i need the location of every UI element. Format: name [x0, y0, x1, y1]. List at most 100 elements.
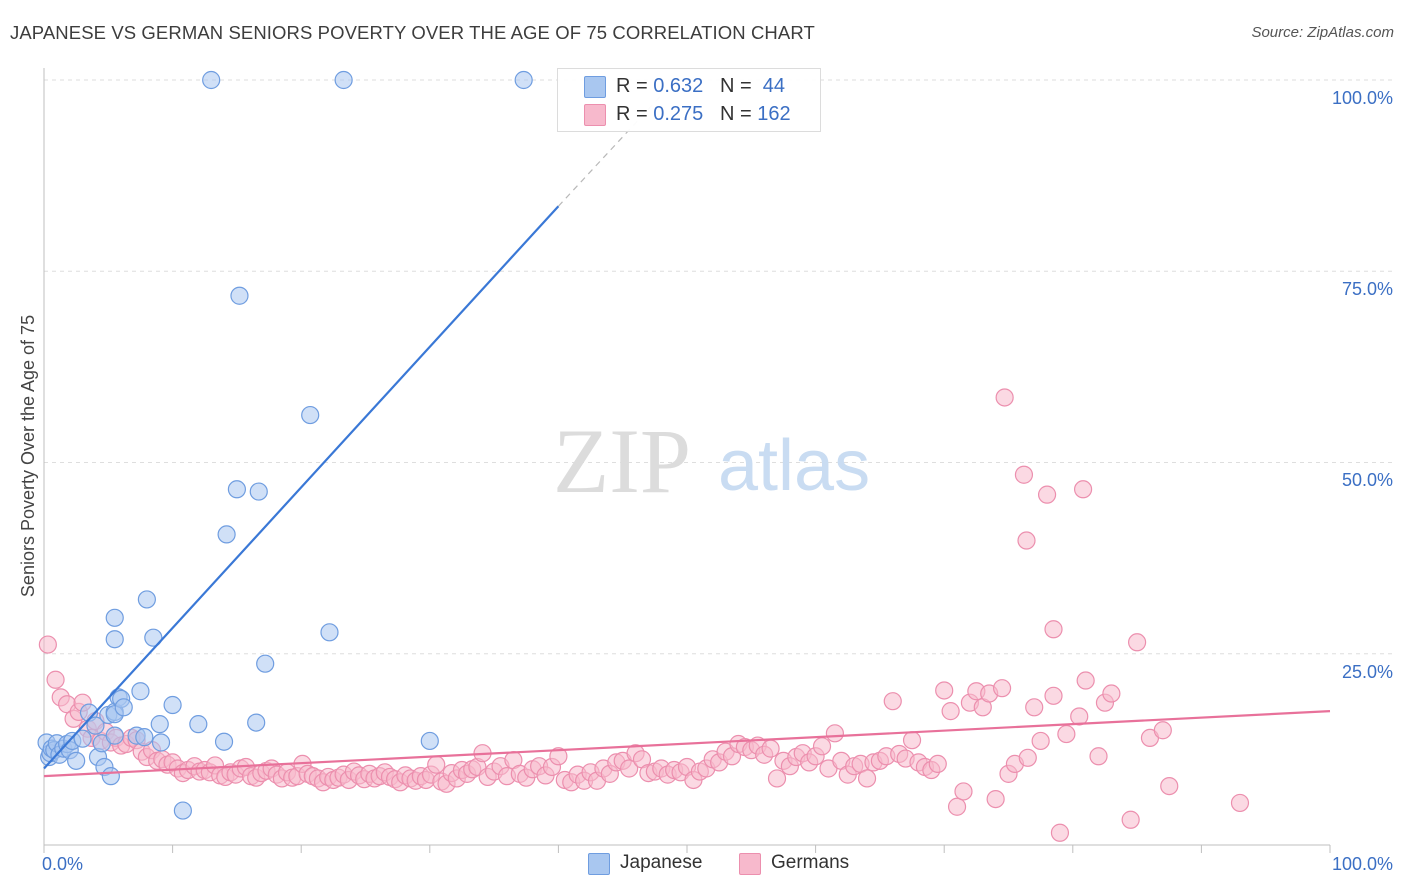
germans-point-182 [1160, 776, 1179, 796]
legend-r-label: R = [616, 75, 654, 97]
germans-point-158 [947, 797, 967, 816]
germans-point-186 [1014, 465, 1034, 484]
germans-point-168 [1018, 748, 1037, 767]
japanese-point-48 [334, 70, 353, 90]
germans-point-175 [1076, 671, 1095, 690]
watermark-atlas: atlas [718, 426, 870, 506]
x-tick-label-0: 0.0% [42, 854, 83, 874]
legend-n-value-japanese: 44 [762, 75, 786, 97]
germans-point-157 [941, 702, 960, 721]
germans-point-185 [995, 388, 1014, 407]
germans-point-184 [1230, 793, 1250, 813]
japanese-point-11 [67, 751, 86, 770]
germans-point-137 [812, 737, 832, 756]
legend-n-label: N = [719, 103, 758, 125]
japanese-point-33 [150, 715, 169, 734]
y-tick-label-25: 25.0% [1342, 662, 1393, 682]
germans-point-172 [1050, 823, 1070, 842]
germans-point-176 [1089, 747, 1108, 766]
legend-n-label: N = [719, 75, 758, 97]
germans-point-179 [1121, 810, 1140, 829]
germans-point-171 [1044, 686, 1063, 705]
japanese-point-45 [256, 654, 275, 673]
legend-n-value-germans: 162 [757, 103, 791, 125]
y-tick-label-50: 50.0% [1342, 470, 1393, 490]
watermark-zip: ZIP [553, 410, 691, 512]
japanese-point-47 [320, 623, 339, 642]
japanese-point-44 [249, 482, 268, 501]
legend-r-label: R = [616, 103, 654, 125]
germans-point-0 [38, 635, 57, 654]
series-legend-label-germans: Germans [771, 852, 850, 873]
germans-point-170 [1031, 731, 1050, 751]
germans-point-169 [1025, 698, 1044, 717]
japanese-point-37 [189, 715, 208, 734]
japanese-point-46 [301, 405, 320, 425]
japanese-point-24 [105, 630, 124, 649]
germans-point-183 [1153, 721, 1172, 740]
germans-point-107 [620, 759, 639, 778]
germans-point-155 [928, 754, 947, 774]
series-swatch-japanese [588, 853, 610, 875]
germans-point-173 [1057, 724, 1076, 744]
japanese-point-14 [86, 716, 105, 735]
legend-r-value-japanese: 0.632 [653, 75, 704, 97]
japanese-point-35 [163, 695, 182, 715]
japanese-point-38 [202, 70, 221, 90]
japanese-point-39 [214, 732, 234, 751]
japanese-point-31 [137, 590, 156, 609]
germans-point-190 [1073, 480, 1093, 499]
germans-point-130 [767, 769, 787, 788]
germans-point-164 [986, 789, 1005, 809]
x-tick-label-100: 100.0% [1332, 854, 1393, 874]
germans-point-139 [825, 724, 844, 743]
germans-point-174 [1070, 707, 1089, 726]
germans-point-148 [883, 692, 902, 711]
japanese-point-50 [514, 70, 533, 90]
japanese-point-30 [135, 728, 154, 747]
japanese-point-20 [105, 608, 124, 627]
germans-point-180 [1127, 633, 1147, 652]
germans-point-129 [761, 739, 780, 758]
germans-point-144 [857, 769, 877, 788]
japanese-point-41 [227, 480, 246, 499]
japanese-point-22 [105, 726, 124, 745]
germans-point-189 [1044, 620, 1063, 639]
y-tick-label-75: 75.0% [1342, 279, 1393, 299]
germans-point-96 [549, 747, 568, 766]
germans-point-156 [935, 681, 954, 700]
japanese-point-40 [217, 525, 236, 544]
germans-point-188 [1037, 485, 1057, 504]
japanese-point-12 [73, 729, 92, 748]
japanese-point-29 [131, 682, 150, 701]
japanese-point-49 [420, 731, 439, 751]
legend-swatch-japanese [584, 76, 606, 98]
chart-title: JAPANESE VS GERMAN SENIORS POVERTY OVER … [10, 22, 815, 43]
germans-point-151 [902, 731, 922, 750]
germans-point-187 [1017, 531, 1036, 550]
correlation-legend: R = 0.632 N = 44 R = 0.275 N = 162 [557, 68, 821, 132]
axes [43, 68, 1331, 853]
legend-r-value-germans: 0.275 [653, 103, 704, 125]
germans-point-159 [954, 782, 973, 801]
legend-swatch-germans [584, 104, 606, 126]
series-legend-label-japanese: Japanese [620, 852, 703, 873]
y-axis-label: Seniors Poverty Over the Age of 75 [18, 315, 38, 597]
japanese-point-27 [114, 698, 133, 717]
gridlines [44, 79, 1395, 655]
japanese-point-42 [230, 286, 249, 305]
source-credit: Source: ZipAtlas.com [1251, 24, 1394, 41]
germans-trend-line [43, 710, 1331, 778]
japanese-point-43 [247, 713, 266, 732]
japanese-point-34 [151, 733, 171, 752]
y-tick-label-100: 100.0% [1332, 88, 1393, 108]
germans-point-165 [992, 679, 1012, 698]
japanese-point-36 [173, 801, 192, 820]
germans-point-75 [427, 755, 446, 774]
series-swatch-germans [739, 853, 761, 875]
japanese-points [37, 70, 533, 820]
japanese-trend-line [43, 205, 560, 770]
germans-point-178 [1102, 684, 1121, 703]
japanese-point-32 [144, 628, 163, 647]
